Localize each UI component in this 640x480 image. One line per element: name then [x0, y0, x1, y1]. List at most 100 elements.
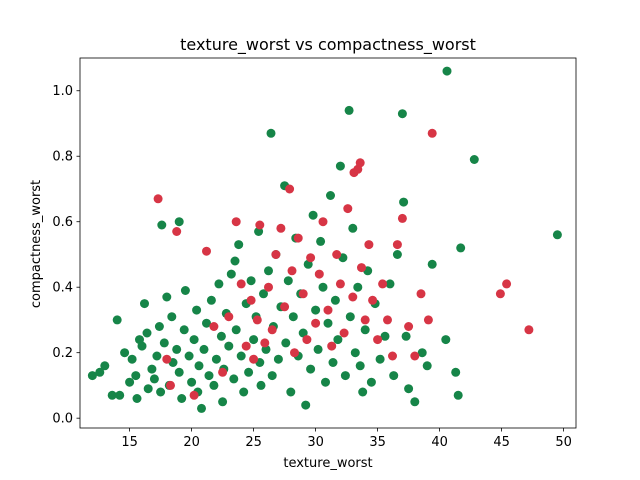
data-point — [316, 236, 326, 246]
data-point — [397, 109, 407, 119]
data-point — [120, 348, 130, 358]
data-point — [194, 361, 204, 371]
data-point — [401, 331, 411, 341]
data-point — [199, 344, 209, 354]
data-point — [388, 351, 397, 361]
data-point — [172, 227, 182, 236]
data-point — [206, 295, 216, 305]
data-point — [246, 276, 256, 286]
data-point — [451, 367, 461, 377]
data-point — [380, 331, 390, 341]
data-point — [157, 220, 167, 230]
data-point — [125, 377, 135, 387]
data-point — [293, 233, 303, 243]
data-point — [318, 217, 328, 227]
data-point — [524, 325, 534, 335]
data-point — [375, 354, 385, 364]
data-point — [174, 217, 184, 227]
data-point — [231, 217, 241, 227]
data-point — [327, 341, 337, 351]
data-point — [224, 312, 234, 322]
data-point — [427, 259, 437, 269]
data-point — [344, 105, 354, 115]
data-point — [301, 400, 311, 410]
data-point — [348, 223, 358, 233]
data-point — [162, 354, 172, 364]
data-point — [335, 279, 345, 289]
data-point — [308, 210, 318, 220]
x-axis-label: texture_worst — [283, 456, 372, 471]
data-point — [259, 289, 268, 299]
data-point — [360, 325, 370, 335]
data-point — [187, 377, 197, 387]
x-tick-label: 25 — [245, 435, 262, 450]
data-point — [392, 250, 402, 259]
data-point — [345, 312, 355, 322]
data-point — [286, 387, 296, 397]
data-point — [143, 384, 153, 394]
data-point — [197, 403, 206, 413]
y-tick-label: 0.8 — [52, 150, 73, 165]
y-tick-label: 0.4 — [52, 281, 73, 296]
x-tick-label: 45 — [493, 435, 510, 450]
data-point — [174, 367, 184, 377]
data-point — [364, 240, 374, 250]
data-point — [226, 269, 236, 279]
x-tick-label: 50 — [555, 435, 572, 450]
data-point — [267, 325, 277, 335]
chart-title: texture_worst vs compactness_worst — [180, 35, 476, 55]
data-point — [137, 341, 147, 351]
data-point — [218, 397, 228, 407]
data-point — [95, 367, 105, 377]
data-point — [355, 361, 365, 371]
x-tick-label: 20 — [183, 435, 200, 450]
data-point — [189, 335, 199, 345]
data-point — [340, 371, 350, 381]
plot-frame — [79, 57, 577, 429]
data-point — [127, 354, 137, 364]
data-point — [423, 315, 433, 325]
y-axis-label: compactness_worst — [29, 180, 44, 308]
data-point — [392, 240, 402, 250]
data-point — [244, 367, 254, 377]
data-point — [287, 266, 297, 276]
data-point — [132, 394, 142, 403]
data-point — [154, 322, 164, 331]
data-point — [252, 315, 262, 325]
axes-layer: 15 20 25 30 35 40 45 50 0.0 0.2 0.4 0.6 0.8 1.0 — [52, 57, 577, 450]
data-point — [276, 223, 286, 233]
data-point — [229, 374, 239, 384]
data-point — [280, 302, 290, 312]
data-point — [249, 335, 259, 345]
data-point — [453, 390, 463, 400]
data-point — [246, 295, 256, 305]
data-point — [204, 371, 214, 381]
data-point — [330, 295, 340, 305]
data-point — [397, 213, 407, 223]
data-point — [417, 348, 427, 358]
data-point — [156, 387, 166, 397]
data-point — [399, 197, 409, 207]
data-point — [147, 364, 157, 374]
data-point — [172, 344, 182, 354]
data-point — [323, 318, 333, 328]
data-point — [260, 338, 270, 348]
data-point — [100, 361, 110, 371]
x-tick-label: 15 — [121, 435, 138, 450]
data-point — [167, 312, 177, 322]
data-point — [360, 315, 370, 325]
data-point — [184, 351, 194, 361]
data-point — [335, 161, 345, 171]
data-point — [266, 128, 276, 138]
data-point — [159, 338, 169, 348]
data-point — [273, 354, 283, 364]
data-point — [339, 328, 349, 338]
data-point — [112, 315, 122, 325]
data-point — [256, 380, 266, 390]
data-point — [332, 250, 342, 259]
data-point — [416, 289, 426, 299]
data-point — [298, 289, 308, 299]
x-tick-label: 30 — [307, 435, 324, 450]
data-point — [140, 299, 149, 309]
data-point — [236, 279, 246, 289]
